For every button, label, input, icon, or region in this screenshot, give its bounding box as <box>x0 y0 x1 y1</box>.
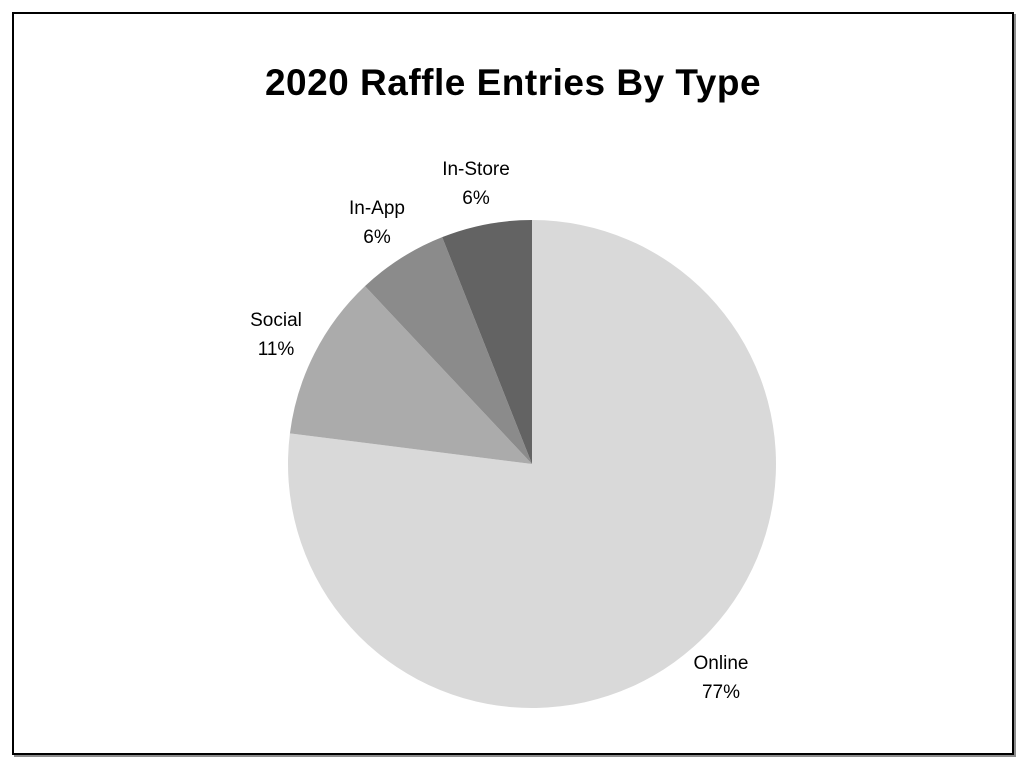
chart-frame: 2020 Raffle Entries By Type In-Store 6% … <box>12 12 1014 755</box>
slice-label-in-app: In-App 6% <box>317 194 437 252</box>
pie-slice-in-store <box>442 220 532 464</box>
slice-percent: 11% <box>257 339 295 360</box>
slice-name: In-App <box>349 198 405 219</box>
slice-label-social: Social 11% <box>216 306 336 364</box>
pie-chart <box>287 220 776 708</box>
slice-percent: 77% <box>701 682 741 703</box>
slice-name: Social <box>250 310 302 331</box>
slice-percent: 6% <box>462 188 490 209</box>
slice-name: Online <box>693 653 749 674</box>
pie-slice-social <box>289 286 532 464</box>
pie-slice-in-app <box>364 237 532 464</box>
chart-title: 2020 Raffle Entries By Type <box>264 62 762 103</box>
slice-percent: 6% <box>363 227 391 248</box>
slice-label-in-store: In-Store 6% <box>416 155 536 213</box>
slice-label-online: Online 77% <box>661 649 781 707</box>
pie-slice-online <box>287 220 776 708</box>
slice-name: In-Store <box>442 159 510 180</box>
